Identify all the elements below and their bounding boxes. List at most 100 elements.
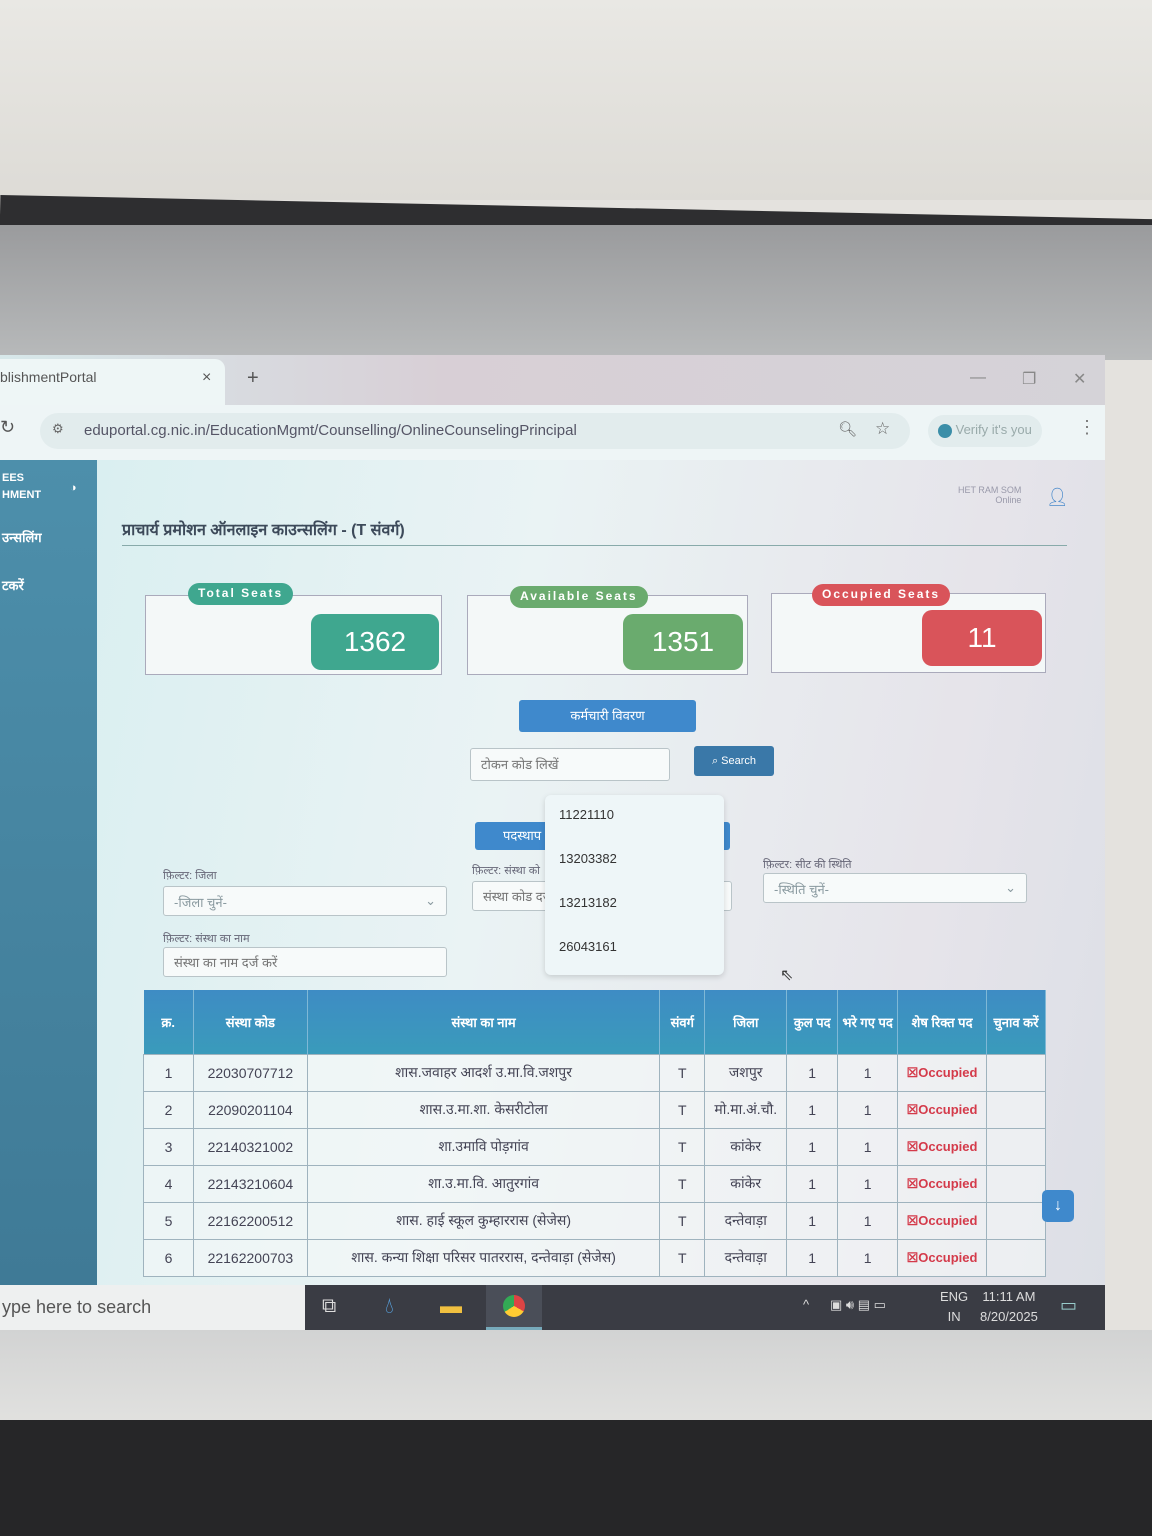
cell-select[interactable] bbox=[986, 1201, 1046, 1240]
cell-cadre: T bbox=[659, 1238, 706, 1277]
user-avatar-icon[interactable]: 👤︎ bbox=[1046, 487, 1069, 507]
total-seats-label: Total Seats bbox=[188, 583, 294, 605]
cell-filled-posts: 1 bbox=[837, 1201, 899, 1240]
chevron-down-icon: ⌄ bbox=[425, 893, 436, 908]
maximize-button[interactable]: ❐ bbox=[1022, 371, 1037, 388]
cell-serial: 3 bbox=[143, 1127, 194, 1166]
site-info-icon[interactable]: ⚙ bbox=[52, 421, 64, 436]
app-drop-icon[interactable]: 💧︎ bbox=[385, 1293, 394, 1318]
cell-inst-name: शास. हाई स्कूल कुम्हाररास (सेजेस) bbox=[306, 1201, 661, 1240]
task-view-icon[interactable]: ⧉ bbox=[322, 1295, 337, 1317]
user-info[interactable]: HET RAM SOM Online bbox=[958, 485, 1022, 505]
occupied-seats-card: Occupied Seats 11 bbox=[771, 584, 1046, 673]
profile-icon bbox=[938, 423, 952, 438]
cell-select[interactable] bbox=[986, 1090, 1046, 1129]
language-indicator[interactable]: ENG IN bbox=[940, 1289, 969, 1324]
dropdown-option[interactable]: 26043161 bbox=[559, 939, 617, 954]
dropdown-option[interactable]: 11221110 bbox=[559, 807, 614, 822]
available-seats-card: Available Seats 1351 bbox=[467, 586, 748, 675]
cell-inst-name: शास. कन्या शिक्षा परिसर पातररास, दन्तेवा… bbox=[306, 1238, 661, 1277]
employee-details-button[interactable]: कर्मचारी विवरण bbox=[519, 700, 696, 732]
table-row: 3 22140321002 शा.उमावि पोड़गांव T कांकेर 1 1 ☒O… bbox=[143, 1127, 1046, 1166]
scroll-down-button[interactable]: ↓ bbox=[1042, 1190, 1074, 1222]
sidebar-item-counselling[interactable]: उन्सलिंग bbox=[2, 530, 42, 545]
sidebar-item-second[interactable]: टकरें bbox=[2, 578, 24, 593]
verify-label: Verify it's you bbox=[955, 422, 1032, 437]
verify-button[interactable]: Verify it's you bbox=[928, 415, 1042, 447]
bookmark-star-icon[interactable]: ☆ bbox=[875, 419, 891, 438]
institution-code-filter-label: फ़िल्टर: संस्था को bbox=[472, 865, 541, 877]
col-header-vacant-posts: शेष रिक्त पद bbox=[897, 990, 987, 1054]
cell-vacant-status: ☒Occupied bbox=[897, 1238, 987, 1277]
cell-inst-code: 22143210604 bbox=[192, 1164, 308, 1203]
table-header-row: क्र. संस्था कोड संस्था का नाम संवर्ग जिल… bbox=[143, 990, 1046, 1054]
token-code-input[interactable] bbox=[470, 748, 670, 781]
seat-status-filter-select[interactable]: -स्थिति चुनें- ⌄ bbox=[763, 873, 1027, 903]
available-seats-value: 1351 bbox=[623, 614, 743, 670]
district-filter-select[interactable]: -जिला चुनें- ⌄ bbox=[163, 886, 447, 916]
cell-vacant-status: ☒Occupied bbox=[897, 1164, 987, 1203]
cell-select[interactable] bbox=[986, 1238, 1046, 1277]
cell-cadre: T bbox=[659, 1090, 706, 1129]
chrome-icon bbox=[503, 1295, 525, 1317]
cell-filled-posts: 1 bbox=[837, 1053, 899, 1092]
occupied-seats-value: 11 bbox=[922, 610, 1042, 666]
cell-serial: 4 bbox=[143, 1164, 194, 1203]
cell-total-posts: 1 bbox=[786, 1053, 839, 1092]
screen-frame-bottom bbox=[0, 1420, 1152, 1536]
seats-table: क्र. संस्था कोड संस्था का नाम संवर्ग जिल… bbox=[143, 990, 1046, 1277]
title-divider bbox=[122, 545, 1067, 546]
occupied-seats-label: Occupied Seats bbox=[812, 584, 951, 606]
tab-close-icon[interactable]: × bbox=[202, 369, 212, 386]
cell-district: दन्तेवाड़ा bbox=[704, 1238, 788, 1277]
projection-border-bottom bbox=[0, 1330, 1152, 1430]
tray-icons[interactable]: ▣ 🔊︎ ▤ ▭ bbox=[830, 1297, 886, 1312]
cell-select[interactable] bbox=[986, 1053, 1046, 1092]
cell-inst-name: शा.उमावि पोड़गांव bbox=[306, 1127, 661, 1166]
cell-cadre: T bbox=[659, 1164, 706, 1203]
col-header-select: चुनाव करें bbox=[986, 990, 1046, 1054]
menu-kebab-icon[interactable]: ⋮ bbox=[1078, 417, 1096, 437]
cell-cadre: T bbox=[659, 1053, 706, 1092]
sidebar-toggle-icon[interactable]: ◑ bbox=[70, 482, 77, 494]
cell-filled-posts: 1 bbox=[837, 1164, 899, 1203]
search-icon: ⌕ bbox=[711, 755, 722, 767]
taskbar-search-box[interactable]: ype here to search bbox=[0, 1285, 305, 1330]
token-autocomplete-dropdown: 11221110 13203382 13213182 26043161 bbox=[545, 795, 724, 975]
clock[interactable]: 11:11 AM 8/20/2025 bbox=[980, 1289, 1038, 1324]
col-header-serial: क्र. bbox=[143, 990, 194, 1054]
table-row: 1 22030707712 शास.जवाहर आदर्श उ.मा.वि.जशपु… bbox=[143, 1053, 1046, 1092]
mouse-cursor-icon: ⇖ bbox=[780, 967, 794, 984]
window-close-button[interactable]: ✕ bbox=[1073, 371, 1087, 388]
dropdown-option[interactable]: 13213182 bbox=[559, 895, 617, 910]
cell-filled-posts: 1 bbox=[837, 1238, 899, 1277]
dropdown-option[interactable]: 13203382 bbox=[559, 851, 617, 866]
notification-icon[interactable]: ▭ bbox=[1060, 1295, 1078, 1315]
page-title: प्राचार्य प्रमोशन ऑनलाइन काउन्सलिंग - (T… bbox=[122, 522, 405, 539]
cell-select[interactable] bbox=[986, 1127, 1046, 1166]
institution-name-filter-input[interactable] bbox=[163, 947, 447, 977]
cell-district: कांकेर bbox=[704, 1127, 788, 1166]
table-row: 5 22162200512 शास. हाई स्कूल कुम्हाररास (स… bbox=[143, 1201, 1046, 1240]
zoom-icon[interactable]: 🔍︎ bbox=[838, 421, 858, 438]
col-header-district: जिला bbox=[704, 990, 788, 1054]
col-header-cadre: संवर्ग bbox=[659, 990, 706, 1054]
browser-tab[interactable]: blishmentPortal × bbox=[0, 359, 225, 405]
col-header-name: संस्था का नाम bbox=[307, 990, 661, 1054]
new-tab-button[interactable]: + bbox=[247, 367, 259, 389]
tray-chevron-icon[interactable]: ^ bbox=[803, 1297, 810, 1312]
table-row: 2 22090201104 शास.उ.मा.शा. केसरीटोला T मो.मा… bbox=[143, 1090, 1046, 1129]
file-explorer-icon[interactable]: ▬ bbox=[440, 1293, 462, 1318]
url-text[interactable]: eduportal.cg.nic.in/EducationMgmt/Counse… bbox=[84, 422, 577, 439]
cell-select[interactable] bbox=[986, 1164, 1046, 1203]
minimize-button[interactable]: — bbox=[970, 369, 986, 386]
cell-district: जशपुर bbox=[704, 1053, 788, 1092]
search-button[interactable]: ⌕ Search bbox=[694, 746, 774, 776]
reload-icon[interactable]: ↻ bbox=[0, 417, 16, 437]
chrome-taskbar-button[interactable] bbox=[486, 1285, 542, 1330]
cell-cadre: T bbox=[659, 1127, 706, 1166]
seat-status-filter-label: फ़िल्टर: सीट की स्थिति bbox=[763, 859, 852, 871]
address-bar[interactable]: ⚙ eduportal.cg.nic.in/EducationMgmt/Coun… bbox=[40, 413, 910, 449]
projection-border bbox=[0, 225, 1152, 360]
cell-total-posts: 1 bbox=[786, 1090, 839, 1129]
